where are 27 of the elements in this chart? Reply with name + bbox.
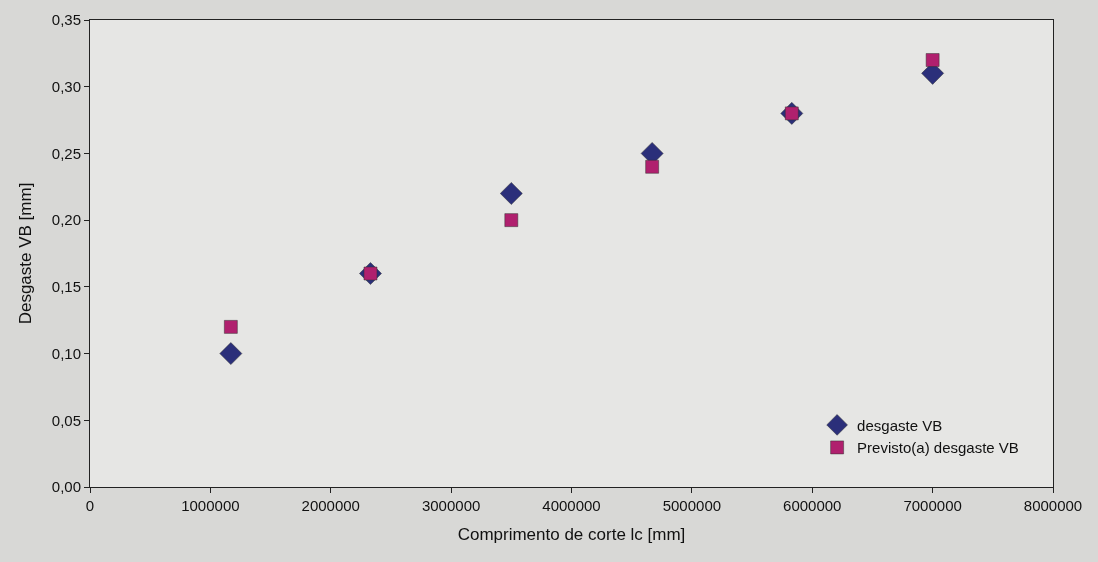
x-tick-label: 6000000 (783, 497, 842, 514)
x-tick-label: 7000000 (903, 497, 962, 514)
point (645, 160, 659, 174)
point (925, 53, 940, 67)
point (224, 320, 238, 334)
x-tick-label: 2000000 (301, 497, 360, 514)
x-axis-title: Comprimento de corte lc [mm] (457, 525, 686, 545)
x-tick-label: 8000000 (1023, 497, 1083, 514)
y-axis-title: Desgaste VB [mm] (16, 182, 36, 325)
point (500, 182, 523, 205)
y-tick-label: 0,10 (51, 344, 81, 362)
point (219, 342, 243, 365)
x-tick-label: 4000000 (542, 497, 601, 514)
y-tick-label: 0,00 (51, 478, 81, 496)
x-tick-label: 3000000 (421, 497, 481, 514)
y-tick-label: 0,35 (51, 11, 81, 29)
x-tick-label: 0 (85, 497, 95, 514)
point (504, 213, 519, 227)
y-tick-label: 0,15 (51, 278, 81, 296)
y-tick-label: 0,05 (51, 411, 81, 429)
y-tick-label: 0,30 (51, 77, 81, 95)
x-tick-label: 5000000 (662, 497, 722, 514)
legend-label: desgaste VB (857, 416, 943, 434)
y-tick-label: 0,20 (51, 211, 81, 229)
y-tick-label: 0,25 (51, 144, 81, 162)
x-tick-label: 1000000 (181, 497, 240, 514)
legend-label: Previsto(a) desgaste VB (857, 439, 1019, 457)
